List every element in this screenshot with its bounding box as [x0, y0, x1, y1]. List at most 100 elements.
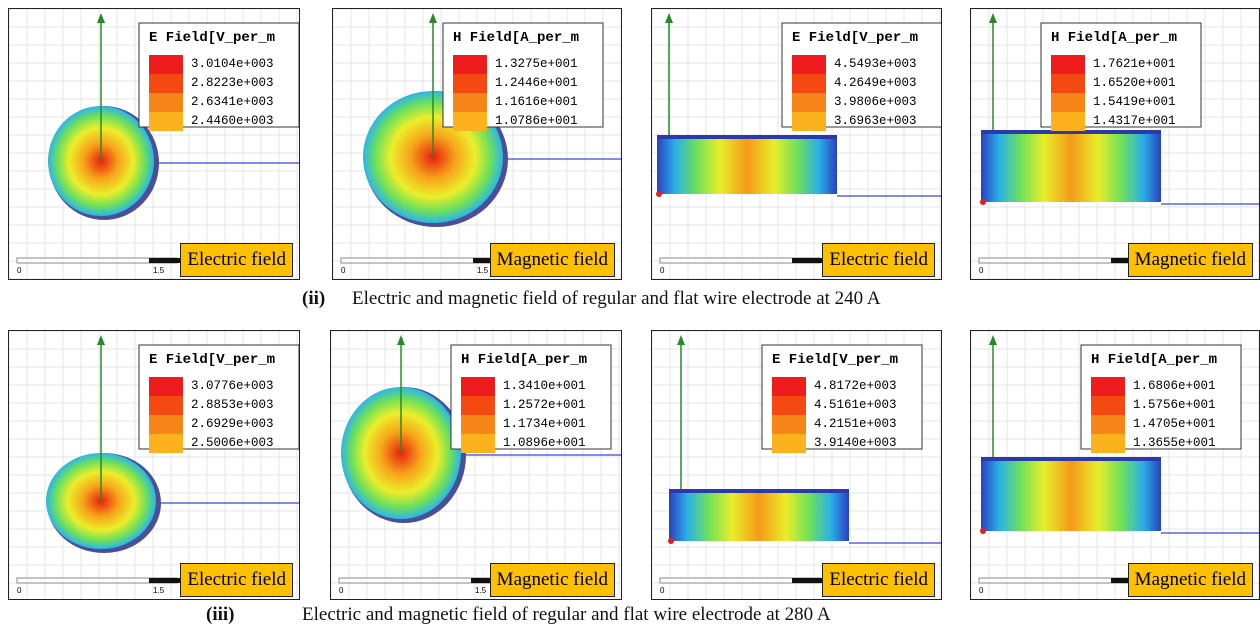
legend-value: 1.1616e+001	[495, 95, 578, 109]
scale-label: 0	[660, 586, 665, 595]
legend-swatch	[461, 434, 495, 453]
legend-swatch	[1091, 377, 1125, 396]
scale-label: 0	[17, 266, 22, 275]
arrow-head	[665, 13, 673, 23]
field-plot: E Field[V_per_m3.0776e+0032.8853e+0032.6…	[9, 331, 300, 600]
legend-swatch	[772, 396, 806, 415]
legend-value: 1.3655e+001	[1133, 436, 1216, 450]
legend-swatch	[1091, 434, 1125, 453]
scale-label: 0	[339, 586, 344, 595]
legend-value: 2.6341e+003	[191, 95, 274, 109]
legend-value: 3.6963e+003	[834, 114, 917, 128]
legend-title: H Field[A_per_m	[1091, 352, 1217, 368]
legend-value: 1.5756e+001	[1133, 398, 1216, 412]
legend-value: 3.9140e+003	[814, 436, 897, 450]
legend-value: 2.8853e+003	[191, 398, 274, 412]
field-label: Magnetic field	[490, 563, 615, 597]
scale-label: 1.5	[475, 586, 487, 595]
legend-title: H Field[A_per_m	[453, 30, 579, 46]
legend-value: 1.0786e+001	[495, 114, 578, 128]
legend-title: E Field[V_per_m	[792, 30, 918, 46]
scale-label: 0	[341, 266, 346, 275]
origin	[668, 538, 674, 544]
legend-value: 1.4705e+001	[1133, 417, 1216, 431]
field-plot: H Field[A_per_m 1.3275e+001 1.2446e+001 1.1…	[333, 9, 622, 280]
legend-title: H Field[A_per_m	[461, 352, 587, 368]
legend-value: 1.3275e+001	[495, 57, 578, 71]
legend-swatch	[1051, 112, 1085, 131]
legend-swatch	[1091, 415, 1125, 434]
caption-number: (iii)	[206, 604, 302, 626]
legend-swatch	[1051, 74, 1085, 93]
legend-title: E Field[V_per_m	[149, 352, 275, 368]
electrode-field	[669, 493, 849, 541]
legend-swatch	[149, 434, 183, 453]
legend-swatch	[792, 112, 826, 131]
legend-value: 1.1734e+001	[503, 417, 586, 431]
scale-label: 0	[660, 266, 665, 275]
scale-label: 0	[979, 586, 984, 595]
caption-text: Electric and magnetic field of regular a…	[302, 604, 831, 625]
legend-value: 1.7621e+001	[1093, 57, 1176, 71]
field-label: Electric field	[822, 243, 935, 277]
legend-swatch	[792, 55, 826, 74]
legend-swatch	[149, 415, 183, 434]
origin	[980, 528, 986, 534]
arrow-head	[989, 13, 997, 23]
legend-value: 3.0104e+003	[191, 57, 274, 71]
legend-swatch	[149, 55, 183, 74]
scale-label: 1.5	[153, 266, 165, 275]
legend-value: 1.5419e+001	[1093, 95, 1176, 109]
arrow-head	[989, 335, 997, 345]
legend-value: 3.9806e+003	[834, 95, 917, 109]
legend-value: 2.6929e+003	[191, 417, 274, 431]
scale-label: 0	[979, 266, 984, 275]
field-label: Electric field	[180, 243, 293, 277]
arrow-head	[97, 13, 105, 23]
legend-swatch	[453, 93, 487, 112]
caption-text: Electric and magnetic field of regular a…	[352, 288, 881, 309]
legend-swatch	[461, 377, 495, 396]
legend-value: 2.5006e+003	[191, 436, 274, 450]
legend-swatch	[149, 377, 183, 396]
field-label: Magnetic field	[1128, 563, 1253, 597]
field-label: Electric field	[180, 563, 293, 597]
legend-swatch	[149, 112, 183, 131]
field-plot: H Field[A_per_m1.7621e+0011.6520e+0011.5…	[971, 9, 1260, 280]
legend-swatch	[453, 55, 487, 74]
legend-swatch	[461, 396, 495, 415]
legend-value: 2.4460e+003	[191, 114, 274, 128]
legend-swatch	[453, 112, 487, 131]
electrode-field	[657, 139, 837, 194]
arrow-head	[677, 335, 685, 345]
arrow-head	[97, 335, 105, 345]
field-plot: E Field[V_per_m4.8172e+0034.5161e+0034.2…	[652, 331, 942, 600]
arrow-head	[429, 13, 437, 23]
legend-value: 1.2446e+001	[495, 76, 578, 90]
legend-value: 1.4317e+001	[1093, 114, 1176, 128]
arrow-head	[397, 335, 405, 345]
electrode-field	[981, 461, 1161, 531]
legend-swatch	[149, 93, 183, 112]
legend-swatch	[461, 415, 495, 434]
legend-value: 4.2649e+003	[834, 76, 917, 90]
legend-swatch	[1091, 396, 1125, 415]
legend-title: H Field[A_per_m	[1051, 30, 1177, 46]
legend-value: 4.2151e+003	[814, 417, 897, 431]
field-label: Electric field	[822, 563, 935, 597]
legend-value: 1.3410e+001	[503, 379, 586, 393]
legend-swatch	[149, 74, 183, 93]
legend-value: 4.8172e+003	[814, 379, 897, 393]
legend-value: 4.5161e+003	[814, 398, 897, 412]
origin	[980, 199, 986, 205]
legend-swatch	[453, 74, 487, 93]
field-plot: E Field[V_per_m3.0104e+0032.8223e+0032.6…	[9, 9, 300, 280]
legend-swatch	[792, 93, 826, 112]
field-plot: H Field[A_per_m1.3410e+0011.2572e+0011.1…	[331, 331, 622, 600]
